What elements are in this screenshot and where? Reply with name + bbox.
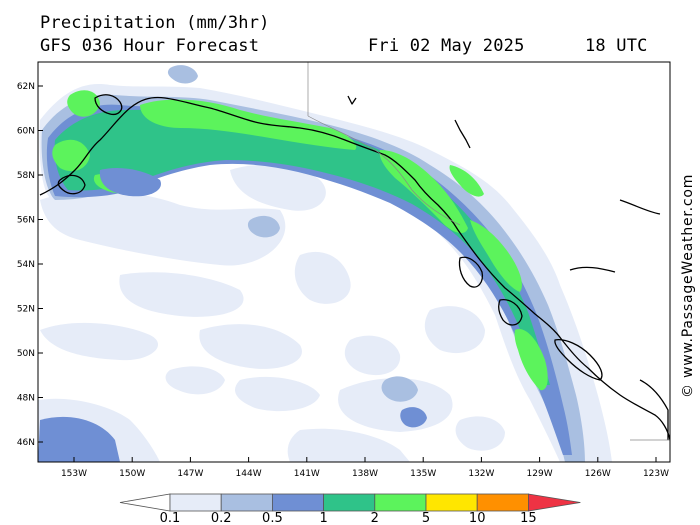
map-title: Precipitation (mm/3hr) [40, 13, 270, 33]
lon-label: 126W [585, 469, 611, 479]
lon-label: 147W [177, 469, 203, 479]
forecast-model: GFS 036 Hour Forecast [40, 36, 260, 56]
scale-label: 0.2 [211, 511, 232, 525]
lat-label: 54N [17, 260, 35, 270]
lon-label: 132W [468, 469, 494, 479]
offshore-patch-1 [247, 215, 280, 238]
north-precip-patch [167, 65, 198, 84]
lon-label: 135W [410, 469, 436, 479]
scale-label: 10 [469, 511, 486, 525]
offshore-patch-3 [38, 416, 120, 462]
scale-label: 0.1 [160, 511, 181, 525]
offshore-patch-2 [381, 376, 418, 402]
coastlines [39, 94, 670, 441]
lat-label: 60N [17, 127, 35, 137]
map-frame [37, 61, 671, 463]
forecast-hour: 18 UTC [585, 36, 648, 56]
latitude-axis: 62N 60N 58N 56N 54N 52N 50N 48N 46N [17, 82, 43, 448]
forecast-date: Fri 02 May 2025 [368, 36, 525, 56]
lon-label: 138W [352, 469, 378, 479]
scale-segment [425, 493, 478, 512]
precip-color-scale: 0.1 0.2 0.5 1 2 5 10 15 [119, 493, 581, 525]
lat-label: 62N [17, 82, 35, 92]
coastal-band-moderate-light [41, 94, 585, 462]
offshore-patch-4 [400, 407, 427, 428]
scale-label: 5 [422, 511, 430, 525]
lat-label: 50N [17, 349, 35, 359]
longitude-axis: 153W 150W 147W 144W 141W 138W 135W 132W 129W 126W… [61, 457, 669, 479]
scale-label: 15 [520, 511, 537, 525]
lon-label: 150W [119, 469, 145, 479]
lon-label: 123W [643, 469, 669, 479]
scale-segment [220, 493, 273, 512]
lat-label: 46N [17, 438, 35, 448]
scale-min-arrow [119, 493, 171, 512]
scale-segment [374, 493, 427, 512]
lon-label: 129W [527, 469, 553, 479]
map-area [38, 62, 670, 462]
scale-segment [271, 493, 324, 512]
scale-segment [476, 493, 529, 512]
scale-label: 0.5 [262, 511, 283, 525]
lon-label: 141W [294, 469, 320, 479]
lat-label: 58N [17, 171, 35, 181]
scale-label: 2 [371, 511, 379, 525]
lon-label: 153W [61, 469, 87, 479]
kodiak-precip [99, 168, 161, 197]
scale-segment [169, 493, 222, 512]
lat-label: 56N [17, 216, 35, 226]
lon-label: 144W [236, 469, 262, 479]
scale-segment [323, 493, 376, 512]
lat-label: 48N [17, 394, 35, 404]
scale-label: 1 [319, 511, 327, 525]
scale-max-arrow [528, 493, 581, 512]
borders [307, 62, 670, 441]
lat-label: 52N [17, 305, 35, 315]
